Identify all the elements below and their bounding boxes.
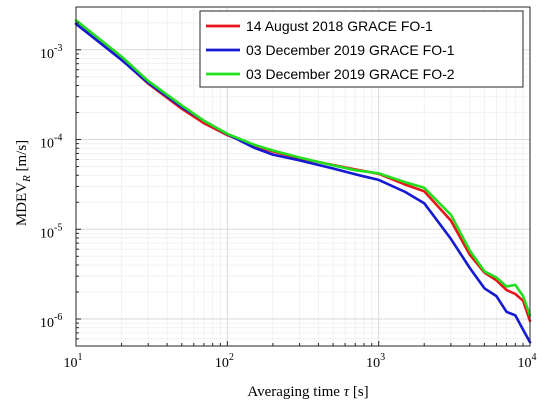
y-axis-title-sub: R: [21, 175, 33, 183]
x-tick-labels: 101 102 103 104: [64, 352, 537, 371]
y-tick-label: 10-4: [40, 133, 62, 152]
x-tick-label: 101: [64, 352, 83, 371]
plot-frame: [75, 6, 531, 347]
x-axis-title: Averaging time τ [s]: [247, 384, 368, 400]
x-axis-title-unit: [s]: [349, 384, 369, 400]
x-tick-label: 103: [366, 352, 385, 371]
x-tick-label: 102: [215, 352, 234, 371]
y-axis-title: MDEVR [m/s]: [14, 140, 33, 226]
y-tick-labels: 10-6 10-5 10-4 10-3: [40, 43, 62, 331]
legend-box: [199, 10, 524, 88]
y-tick-label: 10-5: [40, 222, 62, 241]
x-axis-title-main: Averaging time: [247, 384, 343, 400]
series-line-3: [74, 18, 532, 317]
y-tick-label: 10-3: [40, 43, 62, 62]
tick-marks: [75, 6, 531, 347]
series-layer: [74, 18, 532, 344]
legend-label-3: 03 December 2019 GRACE FO-2: [246, 66, 455, 82]
legend-label-2: 03 December 2019 GRACE FO-1: [246, 42, 455, 58]
y-axis-title-main: MDEV: [14, 182, 30, 226]
x-axis-title-symbol: τ: [344, 384, 350, 400]
y-tick-label: 10-6: [40, 312, 62, 331]
x-tick-label: 104: [518, 352, 537, 371]
legend-label-1: 14 August 2018 GRACE FO-1: [246, 18, 433, 34]
y-axis-title-unit: [m/s]: [14, 140, 30, 175]
legend: 14 August 2018 GRACE FO-1 03 December 201…: [199, 10, 524, 88]
